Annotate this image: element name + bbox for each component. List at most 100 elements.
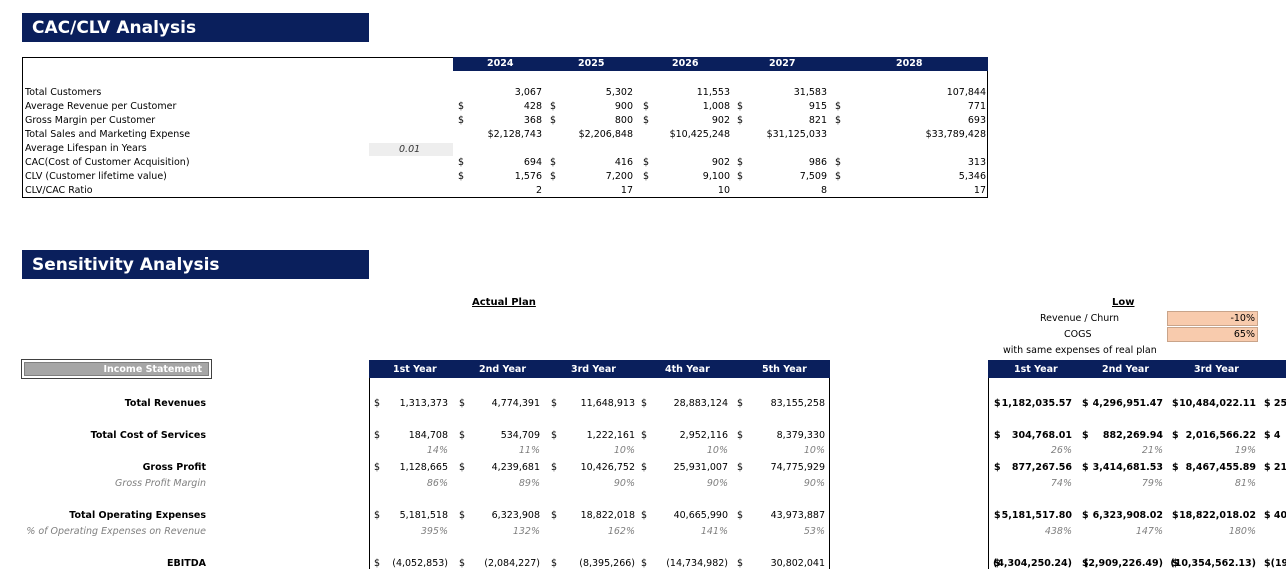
cogs-input[interactable]: 65% [1167, 327, 1258, 342]
currency-symbol: $ [458, 101, 465, 112]
cac-cell: 313 [967, 157, 986, 168]
actual-cell: 86% [426, 478, 448, 489]
low-currency-symbol: $ [1172, 462, 1179, 473]
cac-cell: 10 [717, 185, 730, 196]
low-currency-symbol: $ [1082, 462, 1089, 473]
currency-symbol: $ [643, 115, 650, 126]
currency-symbol: $ [374, 558, 381, 569]
currency-symbol: $ [550, 171, 557, 182]
low-currency-symbol: $ [1082, 558, 1089, 569]
currency-symbol: $ [641, 510, 648, 521]
year-2028: 2028 [896, 58, 923, 69]
cac-cell: 800 [614, 115, 633, 126]
actual-year-4: 4th Year [665, 364, 710, 375]
actual-cell: 10% [613, 445, 635, 456]
currency-symbol: $ [643, 101, 650, 112]
actual-cell: 2,952,116 [679, 430, 728, 441]
actual-cell: 395% [420, 526, 448, 537]
low-cell: (10,354,562.13) [1170, 558, 1256, 569]
sens-row-label: Total Revenues [124, 398, 206, 409]
actual-year-header: 1st Year 2nd Year 3rd Year 4th Year 5th … [369, 360, 830, 378]
actual-cell: (14,734,982) [666, 558, 728, 569]
income-statement-button[interactable]: Income Statement [21, 359, 212, 379]
actual-cell: 40,665,990 [673, 510, 728, 521]
currency-symbol: $ [835, 115, 842, 126]
low-cell: 1,182,035.57 [1001, 398, 1072, 409]
low-currency-symbol: $ [1172, 558, 1179, 569]
currency-symbol: $ [374, 430, 381, 441]
cac-cell: 11,553 [696, 87, 730, 98]
currency-symbol: $ [737, 157, 744, 168]
cac-cell: 7,200 [605, 171, 633, 182]
cac-clv-title: CAC/CLV Analysis [22, 13, 369, 42]
cac-cell: 1,008 [702, 101, 730, 112]
actual-cell: 534,709 [500, 430, 540, 441]
income-statement-label: Income Statement [24, 362, 209, 376]
sens-row-label: Gross Profit [142, 462, 206, 473]
actual-cell: 74,775,929 [770, 462, 825, 473]
currency-symbol: $ [459, 462, 466, 473]
actual-cell: 4,774,391 [491, 398, 540, 409]
low-cell: 79% [1141, 478, 1163, 489]
actual-cell: 11,648,913 [580, 398, 635, 409]
currency-symbol: $ [737, 398, 744, 409]
currency-symbol: $ [459, 558, 466, 569]
low-currency-symbol: $ [1082, 510, 1089, 521]
low-currency-symbol: $ [994, 558, 1001, 569]
revenue-churn-label: Revenue / Churn [1040, 313, 1120, 324]
cac-cell: 9,100 [702, 171, 730, 182]
sens-row-label: EBITDA [167, 558, 206, 569]
currency-symbol: $ [641, 462, 648, 473]
revenue-churn-input[interactable]: -10% [1167, 311, 1258, 326]
actual-right-border [829, 378, 830, 569]
low-label: Low [1112, 297, 1135, 308]
currency-symbol: $ [737, 510, 744, 521]
sens-row-label: % of Operating Expenses on Revenue [26, 526, 206, 537]
sens-row-label: Total Cost of Services [90, 430, 206, 441]
low-year-1: 1st Year [1014, 364, 1058, 375]
lifespan-value[interactable]: 0.01 [399, 144, 421, 155]
actual-cell: 89% [518, 478, 540, 489]
currency-symbol: $ [458, 115, 465, 126]
cac-row-label: Gross Margin per Customer [25, 115, 156, 126]
year-2026: 2026 [672, 58, 699, 69]
low-currency-symbol: $ [1082, 430, 1089, 441]
actual-cell: 10% [803, 445, 825, 456]
low-year-header: 1st Year 2nd Year 3rd Year [988, 360, 1286, 378]
cac-cell: 902 [711, 115, 730, 126]
currency-symbol: $ [550, 101, 557, 112]
year-2025: 2025 [578, 58, 605, 69]
currency-symbol: $ [737, 462, 744, 473]
cac-year-header: 2024 2025 2026 2027 2028 [453, 57, 988, 71]
low-cell: 6,323,908.02 [1092, 510, 1163, 521]
low-currency-symbol: $ [1172, 430, 1179, 441]
actual-cell: 11% [518, 445, 540, 456]
low-cell: 4,296,951.47 [1092, 398, 1163, 409]
currency-symbol: $ [737, 558, 744, 569]
low-currency-symbol: $(19 [1264, 558, 1286, 569]
low-year-2: 2nd Year [1102, 364, 1150, 375]
cac-cell: 416 [614, 157, 633, 168]
low-cell: 19% [1234, 445, 1256, 456]
actual-plan-label: Actual Plan [472, 297, 536, 308]
low-cell: 3,414,681.53 [1092, 462, 1163, 473]
lifespan-input-cell[interactable] [369, 143, 453, 156]
actual-left-border [369, 378, 370, 569]
cac-cell: 771 [967, 101, 986, 112]
cogs-label: COGS [1064, 329, 1092, 340]
currency-symbol: $ [550, 157, 557, 168]
currency-symbol: $ [737, 171, 744, 182]
year-2024: 2024 [487, 58, 514, 69]
currency-symbol: $ [551, 430, 558, 441]
currency-symbol: $ [459, 430, 466, 441]
cac-cell: 368 [523, 115, 542, 126]
actual-year-3: 3rd Year [571, 364, 616, 375]
currency-symbol: $ [835, 171, 842, 182]
currency-symbol: $ [551, 462, 558, 473]
actual-cell: 1,313,373 [399, 398, 448, 409]
cac-cell: $10,425,248 [669, 129, 730, 140]
cac-row-label: Average Revenue per Customer [25, 101, 177, 112]
actual-cell: 132% [512, 526, 540, 537]
currency-symbol: $ [641, 558, 648, 569]
actual-cell: 5,181,518 [399, 510, 448, 521]
